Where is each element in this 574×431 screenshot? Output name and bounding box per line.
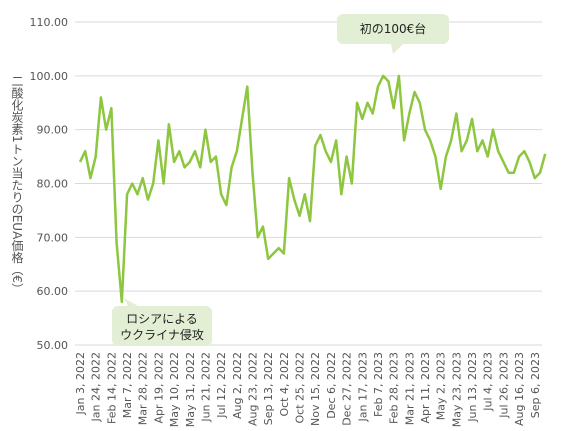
y-axis-label: 二酸化炭素1トン当たりのEUA価格（€） <box>10 75 24 295</box>
y-tick-label: 80.00 <box>37 178 69 191</box>
y-tick-label: 50.00 <box>37 339 69 352</box>
annotation-text: ロシアによる <box>126 312 198 326</box>
x-tick-label: Oct 4, 2022 <box>278 352 291 417</box>
x-tick-label: Jun 21, 2022 <box>199 352 212 423</box>
x-tick-label: Mar 7, 2022 <box>121 352 134 418</box>
x-tick-label: Dec 6, 2022 <box>325 352 338 419</box>
y-tick-label: 100.00 <box>30 70 69 83</box>
x-tick-label: May 23, 2023 <box>450 352 463 427</box>
x-tick-label: Feb 28, 2023 <box>388 352 401 424</box>
x-tick-label: Mar 21, 2023 <box>403 352 416 425</box>
x-tick-label: Apr 19, 2022 <box>152 352 165 424</box>
x-tick-label: Dec 27, 2022 <box>341 352 354 426</box>
y-tick-label: 90.00 <box>37 124 69 137</box>
callout <box>337 14 449 54</box>
x-tick-label: Feb 14, 2022 <box>105 352 118 424</box>
x-tick-label: Jan 24, 2022 <box>90 352 103 422</box>
x-tick-label: Feb 7, 2023 <box>372 352 385 417</box>
x-tick-label: Mar 28, 2022 <box>137 352 150 425</box>
line-series <box>78 74 547 304</box>
x-tick-label: Jul 12, 2022 <box>215 352 228 419</box>
annotation: 初の100€台 <box>337 14 449 54</box>
x-tick-label: Aug 23, 2022 <box>247 352 260 426</box>
x-tick-label: May 2, 2023 <box>435 352 448 420</box>
x-tick-label: Nov 15, 2022 <box>309 352 322 426</box>
callout <box>112 298 212 346</box>
x-tick-label: Sep 13, 2022 <box>262 352 275 425</box>
x-tick-label: Aug 16, 2023 <box>513 352 526 426</box>
x-tick-label: Sep 6, 2023 <box>529 352 542 418</box>
x-tick-label: Jun 13, 2023 <box>466 352 479 423</box>
annotation: ロシアによる ウクライナ侵攻 <box>112 298 212 346</box>
annotation-text: ウクライナ侵攻 <box>120 327 204 342</box>
y-tick-label: 60.00 <box>37 285 69 298</box>
x-tick-label: Jul 4, 2023 <box>482 352 495 412</box>
x-tick-label: Apr 11, 2023 <box>419 352 432 424</box>
x-tick-label: May 10, 2022 <box>168 352 181 427</box>
x-tick-label: May 31, 2022 <box>184 352 197 427</box>
y-tick-label: 110.00 <box>30 16 69 29</box>
x-tick-label: Oct 25, 2022 <box>294 352 307 424</box>
annotation-text: 初の100€台 <box>360 21 427 36</box>
x-tick-label: Jan 3, 2022 <box>74 352 87 415</box>
x-tick-label: Jan 17, 2023 <box>356 352 369 422</box>
y-tick-label: 70.00 <box>37 231 69 244</box>
x-tick-label: Jul 26, 2023 <box>497 352 510 419</box>
x-tick-label: Aug 2, 2022 <box>231 352 244 419</box>
